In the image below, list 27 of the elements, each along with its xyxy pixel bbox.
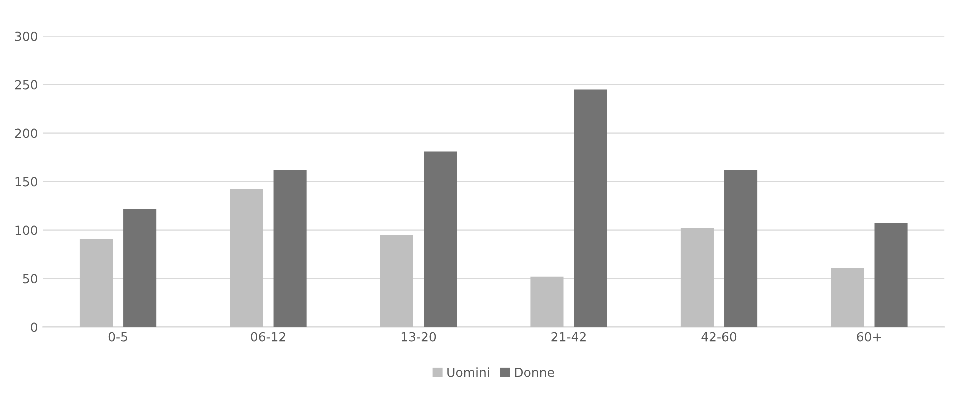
bar bbox=[831, 268, 864, 328]
y-tick-label: 150 bbox=[16, 177, 38, 187]
bar bbox=[274, 170, 307, 328]
y-tick-label: 250 bbox=[15, 80, 38, 90]
bar bbox=[724, 170, 758, 328]
y-tick-label: 200 bbox=[15, 128, 38, 138]
bar bbox=[874, 223, 908, 328]
x-tick-label: 42-60 bbox=[702, 332, 737, 342]
y-tick-label: 50 bbox=[23, 274, 38, 284]
legend-label: Uomini bbox=[448, 368, 490, 378]
y-tick-label: 300 bbox=[15, 32, 38, 42]
bar bbox=[680, 228, 714, 328]
bar bbox=[380, 235, 414, 328]
x-tick-label: 0-5 bbox=[108, 332, 128, 342]
y-tick-label: 100 bbox=[16, 226, 38, 236]
x-tick-label: 21-42 bbox=[552, 332, 586, 342]
bar bbox=[424, 152, 458, 328]
y-tick-label: 0 bbox=[31, 322, 38, 332]
bar bbox=[230, 190, 264, 328]
x-tick-label: 06-12 bbox=[251, 332, 286, 342]
x-tick-label: 13-20 bbox=[402, 332, 436, 342]
legend-label: Donne bbox=[515, 368, 554, 378]
bar bbox=[574, 90, 608, 328]
x-tick-label: 60+ bbox=[857, 332, 882, 342]
bar bbox=[124, 208, 157, 328]
bar bbox=[530, 276, 564, 328]
bar bbox=[80, 239, 114, 328]
